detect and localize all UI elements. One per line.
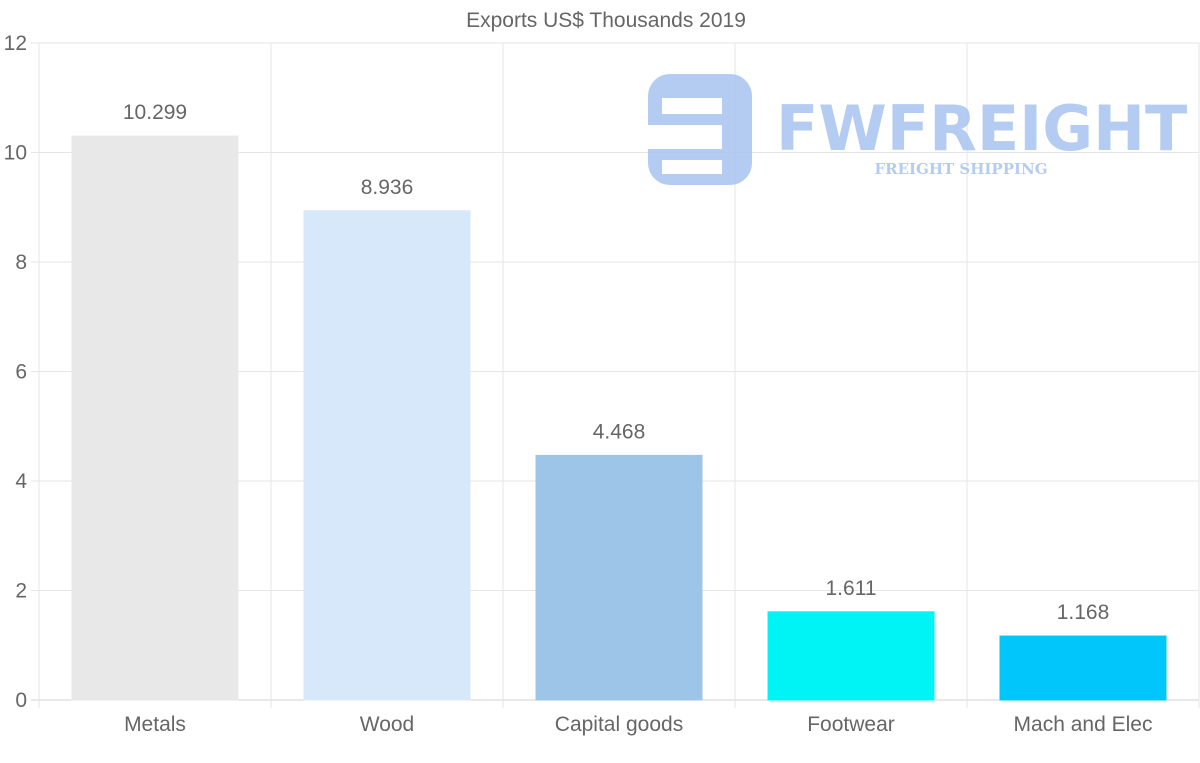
bar-metals: [71, 135, 239, 701]
bar-value-label: 1.611: [826, 577, 877, 600]
y-tick-label: 6: [15, 361, 27, 384]
bar-mach-and-elec: [999, 635, 1167, 701]
bar-footwear: [767, 611, 935, 701]
watermark-brand: FWFREIGHT: [776, 92, 1187, 165]
chart-title: Exports US$ Thousands 2019: [466, 9, 746, 32]
bar-value-labels: 10.299 8.936 4.468 1.611 1.168: [123, 101, 1109, 624]
y-tick-label: 0: [15, 689, 27, 712]
bar-capital-goods: [535, 454, 703, 701]
x-tick-label: Footwear: [807, 713, 895, 736]
y-tick-label: 8: [15, 251, 27, 274]
x-axis-ticks: Metals Wood Capital goods Footwear Mach and …: [124, 713, 1152, 736]
bar-value-label: 10.299: [123, 101, 187, 124]
watermark-tagline: FREIGHT SHIPPING: [874, 160, 1047, 178]
bar-value-label: 1.168: [1057, 601, 1110, 624]
bars-group: [71, 135, 1167, 701]
y-tick-label: 4: [15, 470, 27, 493]
x-tick-label: Metals: [124, 713, 186, 736]
x-tick-label: Wood: [360, 713, 414, 736]
y-axis-ticks: 0 2 4 6 8 10 12: [4, 32, 28, 712]
watermark-f-icon: [640, 74, 752, 185]
y-tick-label: 2: [15, 580, 27, 603]
y-tick-label: 10: [4, 142, 27, 165]
x-tick-label: Capital goods: [555, 713, 683, 736]
bar-value-label: 4.468: [593, 420, 646, 443]
y-tick-label: 12: [4, 32, 27, 55]
bar-value-label: 8.936: [361, 176, 414, 199]
bar-wood: [303, 210, 471, 701]
watermark-logo: FWFREIGHT FREIGHT SHIPPING: [640, 74, 1187, 185]
x-tick-label: Mach and Elec: [1014, 713, 1153, 736]
